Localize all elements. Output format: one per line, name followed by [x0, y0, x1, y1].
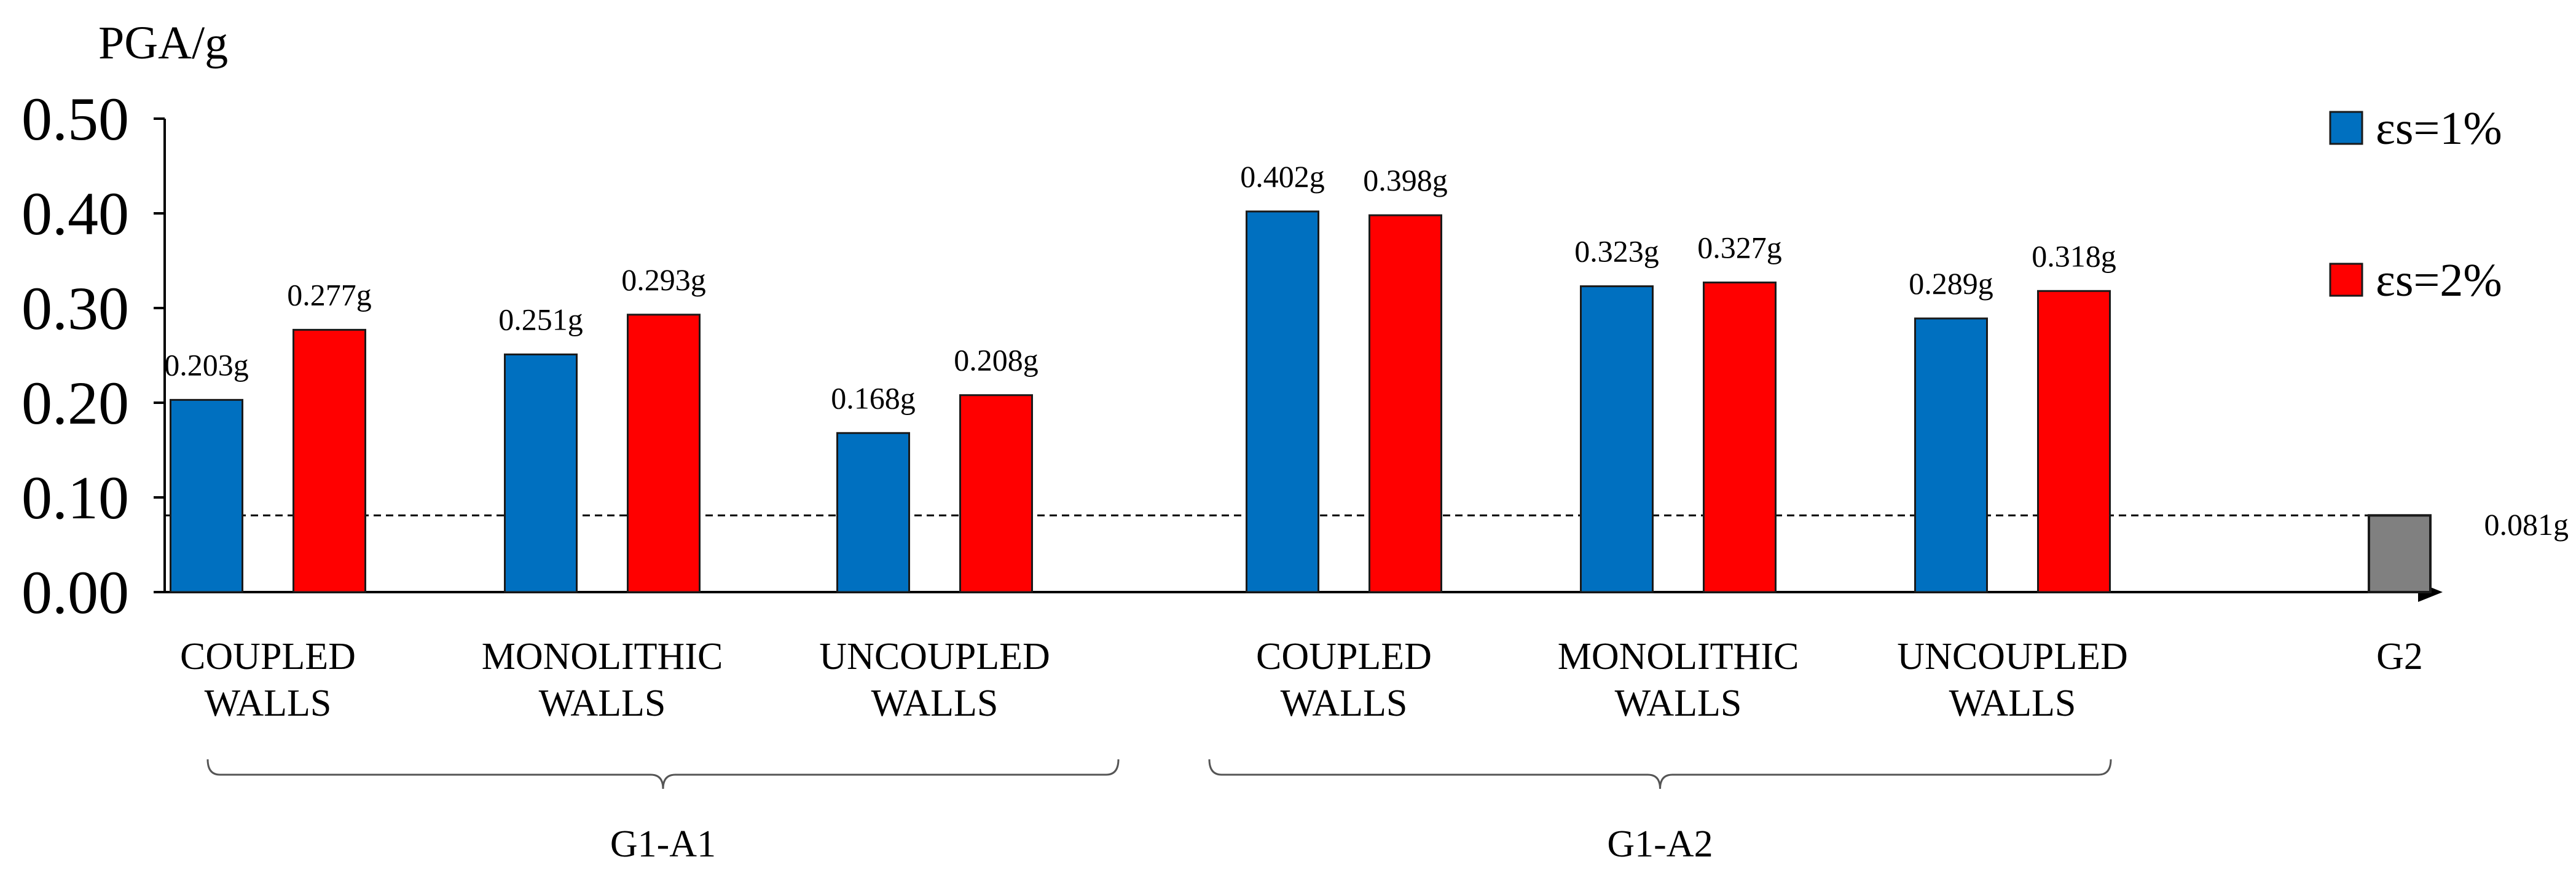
reference-line-label: 0.081g	[2484, 507, 2569, 542]
group-label: G1-A2	[1607, 823, 1713, 865]
y-tick-label: 0.00	[22, 558, 129, 627]
legend-swatch	[2329, 111, 2363, 145]
x-category-label: MONOLITHIC WALLS	[1558, 636, 1799, 724]
bar-es2	[1368, 214, 1442, 593]
bar-value-label: 0.277g	[287, 277, 372, 312]
bar-value-label: 0.293g	[621, 263, 706, 297]
x-category-label: UNCOUPLED WALLS	[819, 636, 1050, 724]
group-brace	[206, 759, 1120, 789]
bar-value-label: 0.402g	[1240, 159, 1325, 194]
x-category-label: COUPLED WALLS	[180, 636, 356, 724]
bar-value-label: 0.251g	[498, 302, 583, 336]
bar-value-label: 0.318g	[2032, 239, 2116, 273]
x-category-label: G2	[2376, 636, 2423, 678]
y-axis-title: PGA/g	[98, 17, 228, 69]
bar-es1	[170, 398, 243, 593]
legend: εs=1% εs=2%	[2329, 103, 2502, 306]
bar-es1	[836, 432, 910, 593]
bar-es2	[627, 314, 701, 593]
legend-label: εs=1%	[2376, 103, 2502, 154]
bar-es1	[1914, 317, 1988, 593]
bars-layer	[170, 210, 2432, 594]
y-tick-label: 0.50	[22, 85, 129, 153]
bar-es2	[959, 394, 1033, 593]
bar-es2	[1703, 281, 1777, 593]
bar-es1	[1580, 285, 1654, 593]
x-category-label: UNCOUPLED WALLS	[1897, 636, 2127, 724]
bar-value-label: 0.208g	[954, 343, 1039, 378]
group-label: G1-A1	[610, 823, 716, 865]
y-tick-label: 0.40	[22, 180, 129, 248]
labels-layer: 0.203g 0.251g 0.168g 0.402g 0.323g 0.289g 0.27…	[164, 159, 2569, 865]
y-tick-label: 0.30	[22, 274, 129, 342]
bar-value-label: 0.203g	[164, 347, 249, 382]
bar-value-label: 0.398g	[1363, 163, 1448, 197]
y-tick-label: 0.20	[22, 369, 129, 437]
bar-es2	[293, 328, 366, 593]
x-category-label: COUPLED WALLS	[1256, 636, 1432, 724]
group-brace	[1208, 759, 2112, 789]
bar-es1	[504, 353, 578, 593]
bar-es2	[2037, 290, 2111, 593]
legend-label: εs=2%	[2376, 255, 2502, 306]
bar-value-label: 0.168g	[831, 381, 916, 415]
y-tick-label: 0.10	[22, 464, 129, 532]
bar-value-label: 0.327g	[1697, 230, 1782, 264]
bar-value-label: 0.323g	[1574, 234, 1659, 269]
legend-swatch	[2329, 263, 2363, 297]
bar-g2	[2368, 514, 2432, 594]
bar-es1	[1246, 210, 1319, 593]
x-category-label: MONOLITHIC WALLS	[482, 636, 723, 724]
bar-value-label: 0.289g	[1909, 266, 1993, 301]
